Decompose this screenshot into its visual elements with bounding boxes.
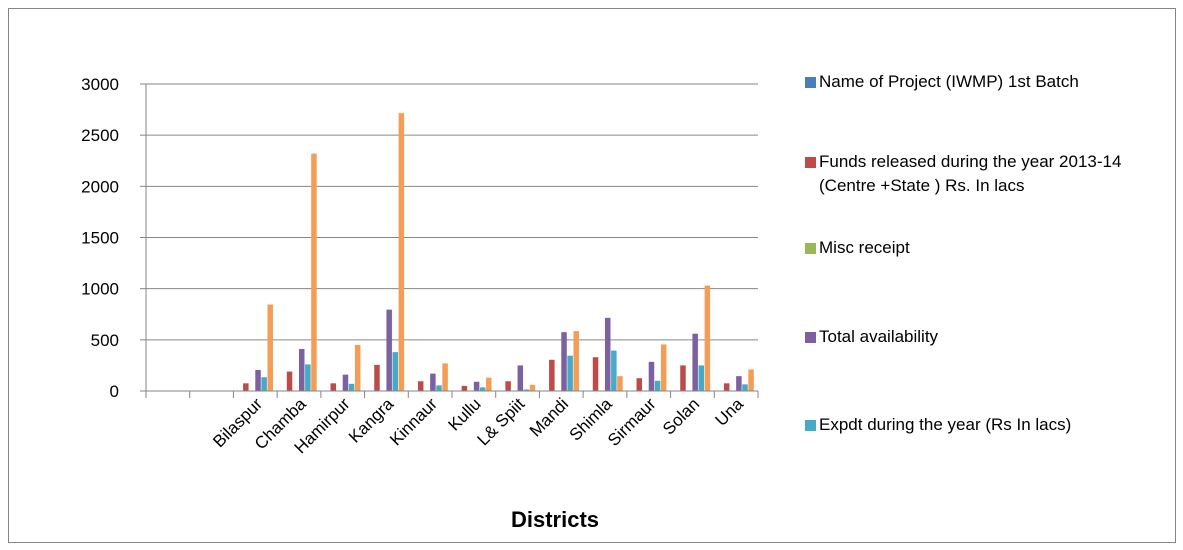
legend-swatch [805,332,816,343]
bar [386,309,392,391]
bar [605,317,611,391]
bar [505,381,511,391]
bar [486,377,492,391]
x-tick-label: Kullu [445,394,485,434]
y-tick-label: 0 [110,382,119,401]
bar [330,383,337,391]
bar [473,381,480,391]
bar [342,374,349,391]
bar [348,383,355,391]
legend-label: Expdt during the year (Rs In lacs) [819,415,1072,434]
bar [742,384,748,391]
legend-label: Funds released during the year 2013-14 (… [819,152,1122,195]
bar [442,363,448,391]
bar [286,371,293,391]
bar [567,355,573,391]
legend-swatch [805,157,816,168]
y-tick-label: 500 [91,331,119,350]
bar [299,349,305,391]
x-axis-title: Districts [511,507,599,532]
legend-swatch [805,420,816,431]
bar [529,384,536,391]
bar [417,381,424,391]
legend-item: Total availability [805,325,1159,349]
bar [723,383,730,391]
legend-item: Name of Project (IWMP) 1st Batch [805,70,1159,94]
bar [517,365,524,391]
bar [660,344,667,391]
bar [461,385,468,391]
legend-swatch [805,243,816,254]
bar [611,350,617,391]
bar [692,333,698,391]
bar [374,364,380,391]
legend-item: Expdt during the year (Rs In lacs) [805,413,1159,437]
legend-label: Misc receipt [819,238,910,257]
bar [398,113,405,391]
gridlines [146,83,758,341]
x-tick-label: Sirmaur [604,394,660,450]
y-tick-labels: 0 500 1000 1500 2000 2500 3000 [81,75,119,401]
bar [436,385,442,391]
bar [392,352,399,391]
bar [617,376,623,391]
legend-item: Misc receipt [805,236,1159,260]
bar [354,344,361,391]
bar [561,332,567,391]
bar [636,378,643,391]
bar [549,359,555,391]
x-tick-label: Mandi [526,394,572,440]
bar [255,370,261,391]
bar [430,373,436,391]
legend-label: Name of Project (IWMP) 1st Batch [819,72,1079,91]
bar [267,304,273,391]
bar [748,369,754,391]
bar [680,365,686,391]
axes [140,83,759,398]
bar [736,376,742,391]
bar [654,380,661,391]
y-tick-label: 1500 [81,229,119,248]
legend-label: Total availability [819,327,939,346]
bar [243,383,249,391]
bar [261,377,267,391]
bar [573,331,579,391]
y-tick-label: 1000 [81,280,119,299]
y-tick-label: 2000 [81,177,119,196]
legend-item: Funds released during the year 2013-14 (… [805,150,1159,198]
bar [648,361,655,391]
y-tick-label: 3000 [81,75,119,94]
legend-swatch [805,77,816,88]
chart-frame [8,8,1176,543]
x-tick-label: Una [711,394,747,430]
bar [698,365,705,391]
bar [704,285,711,391]
y-tick-label: 2500 [81,126,119,145]
x-tick-label: Kinnaur [386,394,441,449]
bar [479,387,486,391]
bar [305,364,311,391]
bar [592,357,599,391]
bar [523,389,530,391]
bar [311,153,317,391]
bars [243,113,754,391]
x-tick-label: Solan [659,394,703,438]
x-tick-label: L& Spiit [474,394,529,449]
